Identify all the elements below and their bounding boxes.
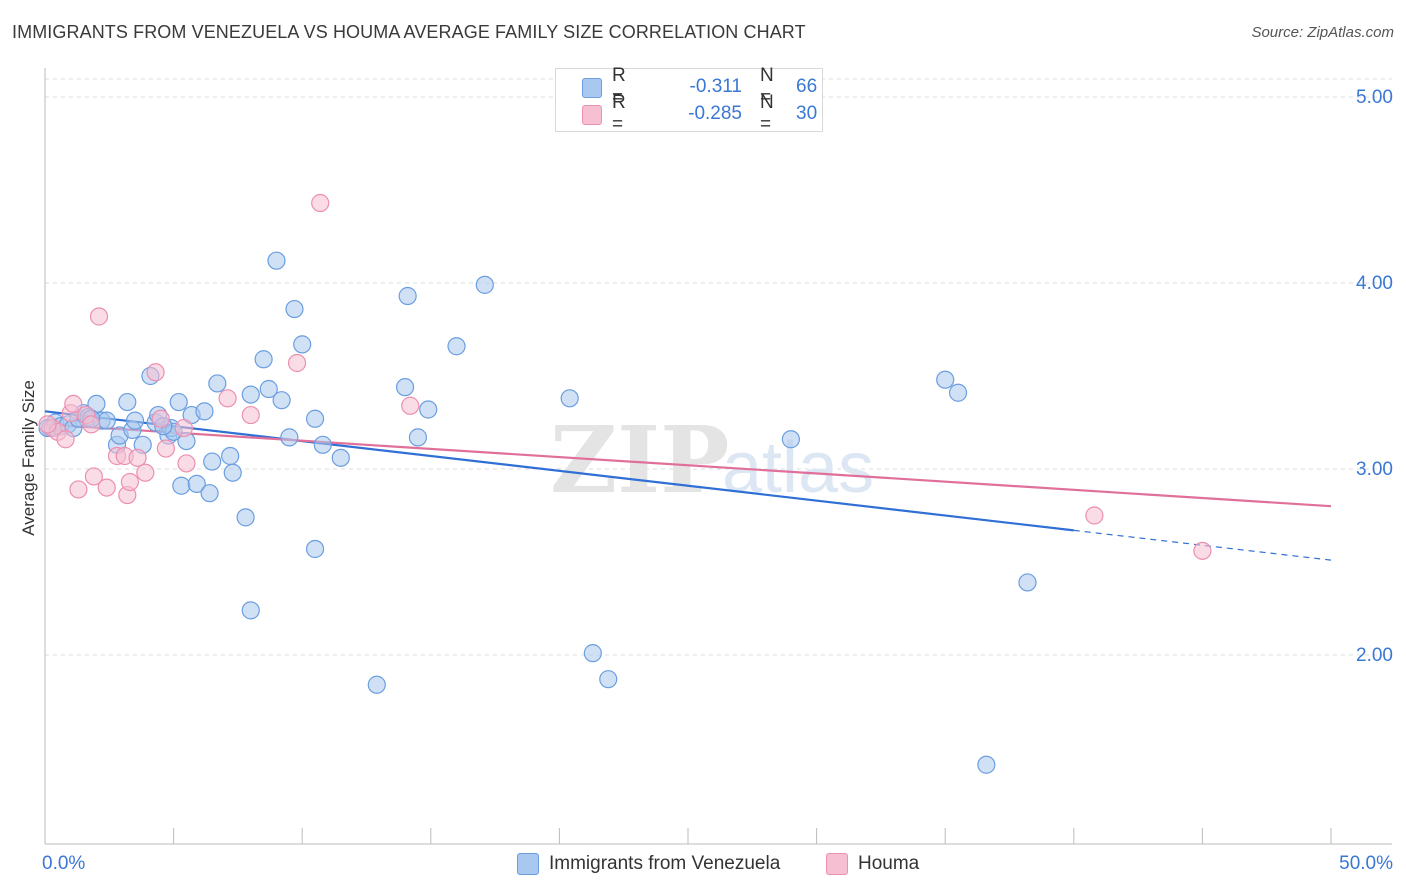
venezuela-point	[599, 670, 618, 689]
venezuela-point	[936, 370, 955, 389]
venezuela-point	[118, 392, 137, 412]
y-tick-label: 3.00	[1356, 459, 1393, 480]
x-tick-label-min: 0.0%	[42, 853, 85, 874]
venezuela-point	[195, 402, 214, 421]
houma-point	[401, 396, 420, 415]
houma-point	[82, 415, 101, 434]
houma-point	[120, 472, 139, 492]
legend-n-label: N =	[760, 65, 774, 108]
grid	[45, 78, 1392, 656]
venezuela-point	[305, 409, 325, 428]
venezuela-point	[241, 601, 260, 620]
series-label-venezuela: Immigrants from Venezuela	[549, 853, 781, 874]
venezuela-point	[331, 448, 350, 467]
houma-point	[311, 193, 330, 213]
venezuela-point	[272, 391, 291, 410]
houma-point	[97, 478, 116, 497]
x-tick-label-max: 50.0%	[1339, 853, 1393, 874]
houma-point	[287, 353, 307, 373]
legend-n-value: 30	[796, 103, 818, 124]
venezuela-point	[398, 286, 417, 306]
houma-point	[1193, 541, 1212, 560]
venezuela-point	[267, 251, 286, 270]
houma-point	[146, 363, 165, 382]
venezuela-point	[1018, 573, 1037, 592]
venezuela-point	[172, 476, 191, 495]
houma-point	[64, 394, 83, 413]
houma-point	[69, 480, 88, 499]
legend-swatch-houma	[582, 105, 602, 125]
venezuela-point	[583, 644, 602, 663]
venezuela-point	[254, 350, 273, 369]
watermark-zip: ZIP	[550, 406, 729, 514]
legend-swatch-venezuela	[582, 78, 602, 98]
source-label: Source: ZipAtlas.com	[1251, 24, 1394, 41]
venezuela-point	[313, 435, 332, 454]
venezuela-point	[236, 508, 255, 527]
data-points	[38, 193, 1212, 774]
venezuela-trend-line	[44, 410, 1074, 532]
houma-point	[1085, 506, 1104, 525]
venezuela-point	[293, 335, 312, 354]
venezuela-point	[447, 337, 466, 356]
houma-point	[174, 418, 193, 438]
y-tick-label: 2.00	[1356, 645, 1393, 666]
venezuela-point	[187, 474, 206, 493]
venezuela-point	[977, 755, 996, 774]
y-tick-label: 5.00	[1356, 87, 1393, 108]
venezuela-point	[208, 374, 227, 393]
series-legend-houma[interactable]: Houma	[826, 852, 919, 876]
houma-point	[151, 409, 170, 428]
houma-point	[241, 405, 260, 425]
venezuela-point	[285, 299, 304, 319]
tick-labels: 2.00 3.00 4.00 5.00 0.0% 50.0%	[42, 87, 1393, 874]
y-axis-label: Average Family Size	[19, 380, 38, 536]
venezuela-point	[395, 378, 415, 397]
houma-point	[136, 463, 155, 482]
venezuela-point	[259, 379, 278, 399]
houma-point	[84, 467, 103, 486]
venezuela-point	[221, 446, 240, 466]
houma-point	[218, 389, 237, 408]
legend-r-value: -0.311	[689, 76, 742, 97]
venezuela-point	[948, 383, 968, 402]
houma-point	[38, 415, 57, 434]
legend-r-value: -0.285	[688, 103, 742, 124]
venezuela-point	[408, 428, 428, 447]
legend-r-label: R =	[612, 92, 626, 135]
series-legend-venezuela[interactable]: Immigrants from Venezuela	[517, 852, 780, 876]
houma-point	[89, 307, 109, 326]
venezuela-point	[241, 385, 260, 404]
legend-r-label: R =	[612, 65, 626, 108]
venezuela-point	[305, 539, 325, 559]
venezuela-point	[280, 428, 299, 447]
chart-title: IMMIGRANTS FROM VENEZUELA VS HOUMA AVERA…	[12, 22, 806, 42]
venezuela-point	[781, 430, 800, 449]
houma-trend-line	[44, 423, 1332, 508]
venezuela-point	[97, 411, 116, 430]
houma-point	[56, 430, 75, 449]
venezuela-point	[169, 392, 188, 412]
houma-point	[128, 448, 147, 467]
trend-lines	[44, 410, 1332, 561]
venezuela-point	[203, 452, 222, 471]
houma-point	[156, 439, 175, 458]
series-swatch-houma	[826, 853, 848, 875]
series-swatch-venezuela	[517, 853, 539, 875]
venezuela-point	[560, 389, 579, 408]
venezuela-point	[367, 675, 386, 694]
series-label-houma: Houma	[858, 853, 920, 874]
correlation-legend: R = -0.311 N = 66 R = -0.285 N = 30	[555, 65, 823, 135]
axes	[44, 68, 1392, 845]
y-tick-label: 4.00	[1356, 273, 1393, 294]
legend-n-label: N =	[760, 92, 774, 135]
venezuela-point	[223, 463, 242, 482]
venezuela-point	[419, 400, 438, 419]
venezuela-point	[200, 484, 219, 503]
legend-n-value: 66	[796, 76, 818, 97]
houma-point	[177, 454, 196, 473]
venezuela-point	[475, 275, 494, 294]
venezuela-point	[125, 411, 145, 430]
